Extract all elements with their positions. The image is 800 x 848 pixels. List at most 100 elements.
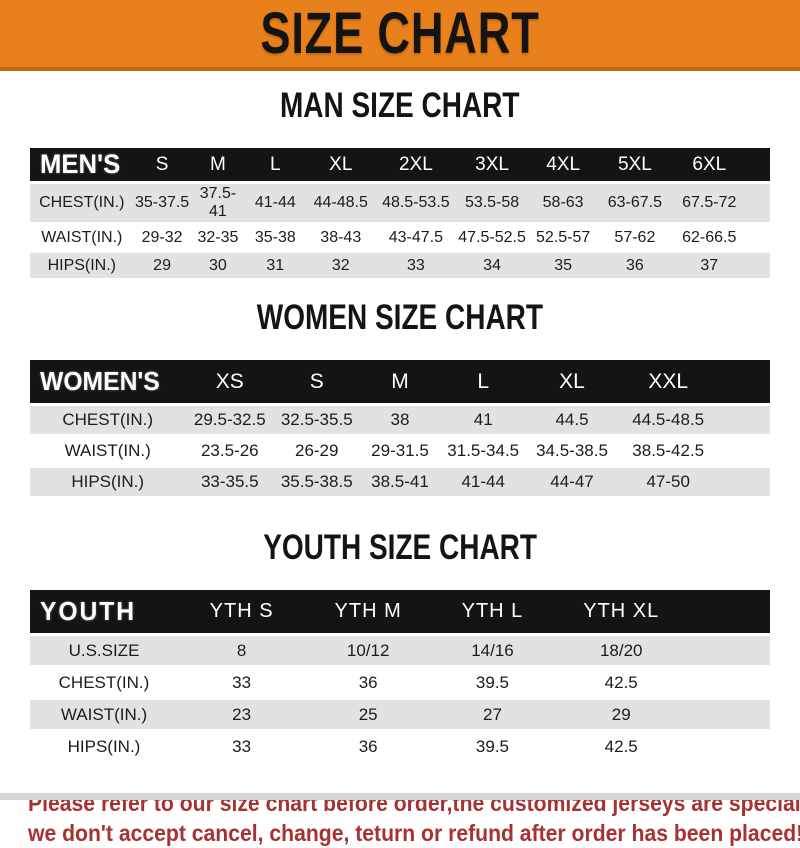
row-label: HIPS(IN.): [30, 253, 134, 278]
row-label: CHEST(IN.): [30, 184, 134, 222]
column-header: 4XL: [528, 148, 598, 181]
size-value-cell: 47.5-52.5: [455, 225, 529, 250]
size-value-cell: 38.5-42.5: [618, 437, 719, 465]
size-value-cell: 36: [305, 668, 432, 697]
men-size-table: MEN'S S M L XL 2XL 3XL 4XL 5XL 6XL CHEST(IN.) 35-37…: [30, 145, 770, 281]
size-value-cell: 26-29: [274, 437, 360, 465]
column-header: L: [245, 148, 306, 181]
size-value-cell: 36: [597, 253, 673, 278]
column-header: XS: [185, 360, 275, 403]
row-spacer: [688, 636, 770, 665]
footer-note-line2: we don't accept cancel, change, teturn o…: [28, 820, 800, 846]
size-value-cell: 10/12: [305, 636, 432, 665]
size-value-cell: 35: [528, 253, 598, 278]
size-value-cell: 57-62: [597, 225, 673, 250]
size-value-cell: 41-44: [245, 184, 306, 222]
size-value-cell: 32: [305, 253, 377, 278]
size-value-cell: 67.5-72: [672, 184, 747, 222]
table-row: CHEST(IN.) 33 36 39.5 42.5: [30, 668, 770, 697]
table-row: WAIST(IN.) 29-32 32-35 35-38 38-43 43-47.5 47.…: [30, 225, 770, 250]
size-value-cell: 44-47: [525, 468, 619, 496]
size-value-cell: 38.5-41: [359, 468, 441, 496]
table-corner-label: MEN'S: [30, 148, 134, 181]
size-value-cell: 33: [178, 668, 306, 697]
size-value-cell: 31.5-34.5: [440, 437, 526, 465]
man-section-title: MAN SIZE CHART: [280, 86, 520, 125]
size-value-cell: 63-67.5: [597, 184, 673, 222]
size-value-cell: 32-35: [190, 225, 246, 250]
table-corner-label-text: MEN'S: [40, 149, 121, 179]
size-value-cell: 32.5-35.5: [274, 406, 360, 434]
size-value-cell: 33-35.5: [185, 468, 275, 496]
size-value-cell: 41-44: [440, 468, 526, 496]
row-label: CHEST(IN.): [30, 406, 186, 434]
size-value-cell: 36: [305, 732, 432, 761]
column-header: S: [133, 148, 191, 181]
column-header: YTH S: [178, 590, 306, 633]
table-row: U.S.SIZE 8 10/12 14/16 18/20: [30, 636, 770, 665]
row-label: CHEST(IN.): [30, 668, 178, 697]
size-value-cell: 25: [305, 700, 432, 729]
size-value-cell: 8: [178, 636, 306, 665]
column-header: S: [274, 360, 360, 403]
size-value-cell: 30: [190, 253, 246, 278]
table-row: WAIST(IN.) 23 25 27 29: [30, 700, 770, 729]
row-label: WAIST(IN.): [30, 225, 134, 250]
size-value-cell: 27: [431, 700, 554, 729]
table-corner-label: YOUTH: [30, 590, 178, 633]
size-value-cell: 23: [178, 700, 306, 729]
size-value-cell: 37: [672, 253, 747, 278]
size-value-cell: 43-47.5: [376, 225, 456, 250]
bottom-edge-strip: [0, 793, 800, 800]
column-header: YTH L: [431, 590, 554, 633]
youth-size-table: YOUTH YTH S YTH M YTH L YTH XL U.S.SIZE 8 10/12…: [30, 587, 770, 764]
size-value-cell: 52.5-57: [528, 225, 598, 250]
size-value-cell: 38-43: [305, 225, 377, 250]
row-spacer: [688, 700, 770, 729]
row-spacer: [718, 437, 770, 465]
size-value-cell: 35-37.5: [133, 184, 191, 222]
column-header: XL: [525, 360, 619, 403]
size-value-cell: 38: [359, 406, 441, 434]
size-value-cell: 47-50: [618, 468, 719, 496]
row-label: HIPS(IN.): [30, 468, 186, 496]
size-value-cell: 29.5-32.5: [185, 406, 275, 434]
table-corner-label-text: WOMEN'S: [40, 366, 160, 396]
size-value-cell: 34: [455, 253, 529, 278]
row-spacer: [688, 732, 770, 761]
size-value-cell: 48.5-53.5: [376, 184, 456, 222]
header-spacer: [746, 148, 770, 181]
size-value-cell: 33: [376, 253, 456, 278]
size-value-cell: 39.5: [431, 668, 554, 697]
column-header: XXL: [618, 360, 719, 403]
size-value-cell: 37.5-41: [190, 184, 246, 222]
row-label: WAIST(IN.): [30, 700, 178, 729]
column-header: 5XL: [597, 148, 673, 181]
row-label: U.S.SIZE: [30, 636, 178, 665]
column-header: 6XL: [672, 148, 747, 181]
table-corner-label: WOMEN'S: [30, 360, 186, 403]
column-header: YTH M: [305, 590, 432, 633]
row-spacer: [718, 468, 770, 496]
header-spacer: [688, 590, 770, 633]
size-value-cell: 44.5-48.5: [618, 406, 719, 434]
column-header: M: [359, 360, 441, 403]
size-value-cell: 44.5: [525, 406, 619, 434]
size-value-cell: 42.5: [553, 732, 689, 761]
table-row: WAIST(IN.) 23.5-26 26-29 29-31.5 31.5-34.5 34…: [30, 437, 770, 465]
size-value-cell: 44-48.5: [305, 184, 377, 222]
size-value-cell: 42.5: [553, 668, 689, 697]
size-value-cell: 35.5-38.5: [274, 468, 360, 496]
size-value-cell: 18/20: [553, 636, 689, 665]
size-value-cell: 23.5-26: [185, 437, 275, 465]
table-row: HIPS(IN.) 33-35.5 35.5-38.5 38.5-41 41-44 44-…: [30, 468, 770, 496]
column-header: L: [440, 360, 526, 403]
table-corner-label-text: YOUTH: [40, 596, 136, 626]
size-value-cell: 35-38: [245, 225, 306, 250]
size-value-cell: 29: [133, 253, 191, 278]
size-value-cell: 14/16: [431, 636, 554, 665]
row-spacer: [718, 406, 770, 434]
size-value-cell: 31: [245, 253, 306, 278]
size-value-cell: 33: [178, 732, 306, 761]
row-spacer: [746, 184, 770, 222]
